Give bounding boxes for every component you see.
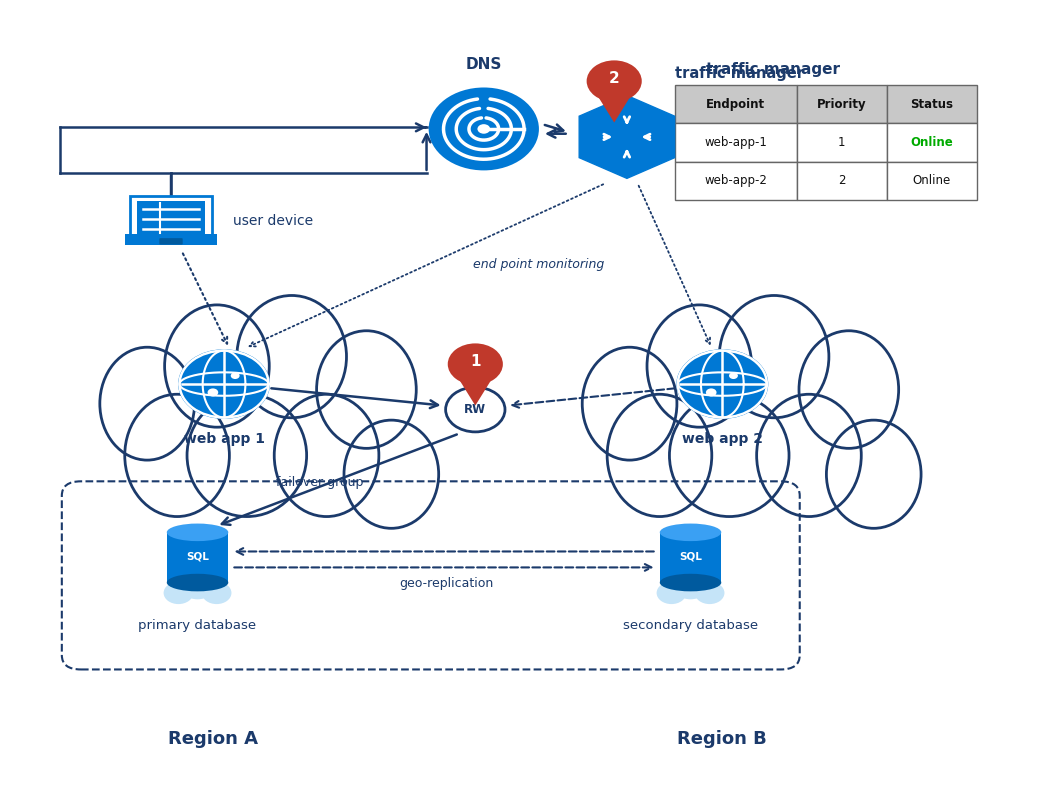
Ellipse shape	[583, 347, 677, 460]
Ellipse shape	[670, 394, 789, 517]
Text: Endpoint: Endpoint	[706, 98, 765, 110]
Ellipse shape	[187, 394, 306, 517]
Circle shape	[428, 87, 539, 170]
Ellipse shape	[344, 420, 439, 528]
Text: end point monitoring: end point monitoring	[473, 258, 605, 271]
Text: Online: Online	[913, 174, 951, 187]
Text: failover group: failover group	[275, 476, 364, 490]
Circle shape	[202, 582, 232, 604]
Polygon shape	[579, 95, 675, 178]
FancyBboxPatch shape	[796, 85, 887, 123]
Circle shape	[729, 372, 738, 379]
Ellipse shape	[167, 523, 229, 541]
Text: web-app-1: web-app-1	[704, 136, 767, 149]
FancyBboxPatch shape	[48, 397, 496, 514]
Polygon shape	[595, 91, 634, 122]
Circle shape	[180, 350, 269, 418]
Circle shape	[695, 582, 725, 604]
Text: RW: RW	[465, 403, 487, 416]
Ellipse shape	[660, 574, 722, 591]
Polygon shape	[660, 532, 722, 582]
Circle shape	[587, 60, 642, 102]
Text: web app 1: web app 1	[184, 432, 265, 446]
Circle shape	[207, 389, 218, 397]
Ellipse shape	[757, 394, 861, 517]
Ellipse shape	[274, 394, 378, 517]
Polygon shape	[167, 532, 229, 582]
Ellipse shape	[660, 523, 722, 541]
FancyBboxPatch shape	[137, 202, 205, 235]
Text: traffic manager: traffic manager	[675, 66, 804, 81]
Text: traffic manager: traffic manager	[707, 62, 841, 77]
Text: SQL: SQL	[679, 551, 702, 562]
Circle shape	[477, 124, 490, 134]
Circle shape	[657, 582, 687, 604]
FancyBboxPatch shape	[130, 196, 213, 241]
Text: user device: user device	[233, 214, 313, 228]
Ellipse shape	[165, 305, 269, 427]
FancyBboxPatch shape	[159, 238, 183, 245]
Text: 1: 1	[470, 354, 480, 369]
FancyBboxPatch shape	[530, 397, 978, 514]
Text: Priority: Priority	[816, 98, 866, 110]
FancyBboxPatch shape	[796, 162, 887, 200]
FancyBboxPatch shape	[675, 85, 796, 123]
Text: geo-replication: geo-replication	[400, 577, 494, 590]
FancyBboxPatch shape	[125, 234, 217, 246]
FancyBboxPatch shape	[675, 162, 796, 200]
Ellipse shape	[607, 394, 712, 517]
Ellipse shape	[647, 305, 752, 427]
FancyBboxPatch shape	[675, 123, 796, 162]
Ellipse shape	[826, 420, 921, 528]
Circle shape	[445, 387, 505, 432]
Polygon shape	[456, 374, 494, 406]
Ellipse shape	[317, 330, 417, 448]
Circle shape	[706, 389, 716, 397]
Circle shape	[181, 574, 215, 599]
Text: primary database: primary database	[138, 619, 256, 632]
Text: DNS: DNS	[466, 57, 502, 71]
Ellipse shape	[100, 347, 195, 460]
Text: 2: 2	[838, 174, 845, 187]
FancyBboxPatch shape	[887, 162, 977, 200]
Text: SQL: SQL	[186, 551, 209, 562]
Text: Region B: Region B	[677, 730, 767, 748]
Ellipse shape	[799, 330, 898, 448]
Circle shape	[448, 343, 503, 385]
Text: Status: Status	[910, 98, 954, 110]
Text: web-app-2: web-app-2	[704, 174, 767, 187]
Text: 1: 1	[838, 136, 845, 149]
Text: Online: Online	[910, 136, 954, 149]
Ellipse shape	[237, 295, 347, 418]
FancyBboxPatch shape	[887, 123, 977, 162]
Circle shape	[674, 574, 708, 599]
Ellipse shape	[167, 574, 229, 591]
FancyBboxPatch shape	[796, 123, 887, 162]
Text: secondary database: secondary database	[623, 619, 758, 632]
Text: Region A: Region A	[168, 730, 258, 748]
Ellipse shape	[720, 295, 829, 418]
Ellipse shape	[124, 394, 230, 517]
FancyBboxPatch shape	[887, 85, 977, 123]
Text: 2: 2	[609, 70, 620, 86]
Circle shape	[678, 350, 766, 418]
Circle shape	[164, 582, 193, 604]
Text: web app 2: web app 2	[681, 432, 763, 446]
Circle shape	[231, 372, 239, 379]
